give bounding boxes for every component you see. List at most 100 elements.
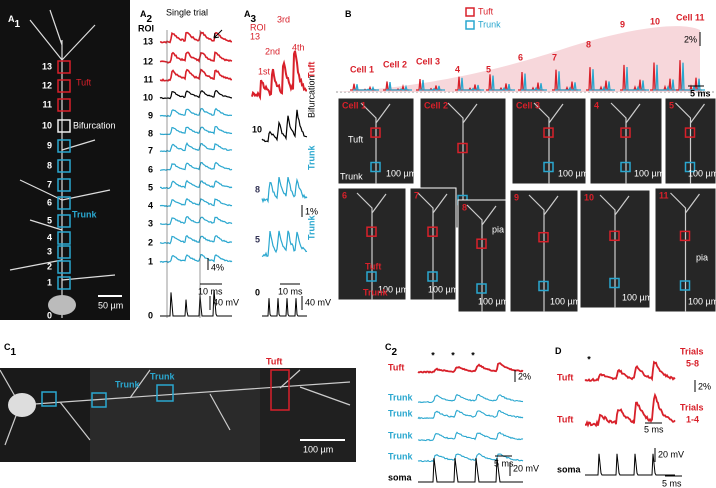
trace: [159, 142, 233, 153]
trace: [417, 393, 524, 404]
trace: [386, 82, 412, 91]
dendrite: [447, 102, 478, 228]
label: 5: [486, 64, 491, 74]
roi-box: [538, 231, 549, 243]
label: Cell 1: [342, 100, 366, 110]
panel-letter: A: [244, 9, 251, 19]
label: Trunk: [388, 408, 413, 418]
roi-box: [91, 392, 107, 408]
panel-label: D: [555, 346, 562, 356]
roi-box: [366, 271, 377, 282]
label: Trunk: [306, 145, 316, 170]
trace: [417, 362, 524, 374]
label: Trunk: [150, 371, 175, 381]
label: Trunk: [478, 19, 501, 29]
label: 5: [669, 100, 674, 110]
label: 4: [47, 232, 52, 242]
panel-label: C1: [4, 342, 17, 357]
label: Tuft: [348, 134, 364, 144]
roi-box: [270, 369, 290, 411]
label: 3: [148, 218, 153, 228]
trace: [159, 197, 233, 208]
soma: [8, 393, 36, 417]
panel-label: A2: [140, 9, 153, 24]
label: 100 µm: [622, 292, 652, 302]
label: 100 µm: [428, 284, 458, 294]
label: 11: [659, 190, 669, 200]
label: Tuft: [365, 261, 381, 271]
label: Trials: [680, 346, 704, 356]
roi-box: [609, 230, 620, 242]
label: Trunk: [363, 287, 388, 297]
roi-box: [156, 384, 174, 402]
label: 0: [255, 287, 260, 297]
label: 13: [143, 36, 153, 46]
trace: [417, 409, 524, 420]
label: 2%: [518, 371, 531, 381]
trace: [653, 64, 679, 91]
roi-box: [57, 231, 71, 245]
label: 5: [148, 182, 153, 192]
panel-label: A1: [8, 14, 21, 29]
label: 5 ms: [494, 458, 514, 468]
label: 13: [42, 61, 52, 71]
trace: [159, 161, 233, 171]
dendrite: [356, 192, 387, 300]
panel-letter: B: [345, 9, 352, 19]
soma: [48, 295, 76, 315]
label: 1st: [258, 66, 271, 76]
trace: [159, 253, 233, 264]
panel-label: B: [345, 9, 352, 19]
label: 8: [148, 128, 153, 138]
label: Tuft: [306, 62, 316, 78]
label: 10: [650, 16, 660, 26]
label: Bifurcation: [306, 75, 316, 118]
label: 3: [47, 246, 52, 256]
label: 9: [514, 192, 519, 202]
label: 4: [455, 64, 460, 74]
label: 1%: [305, 206, 318, 216]
trace: [623, 66, 649, 91]
label: Tuft: [478, 6, 494, 16]
label: 5-8: [686, 358, 699, 368]
label: ROI: [250, 22, 266, 32]
roi-box: [57, 214, 71, 228]
roi-box: [366, 226, 377, 237]
label: 40 mV: [213, 297, 239, 307]
label: 10: [143, 92, 153, 102]
label: 2: [148, 237, 153, 247]
label: 10 ms: [278, 286, 303, 296]
trace: [417, 431, 524, 442]
trace: [418, 458, 523, 483]
trace: [159, 31, 233, 44]
label: 100 µm: [386, 168, 416, 178]
label: 13: [250, 31, 260, 41]
trace: [261, 230, 308, 258]
dendrite: [670, 192, 700, 312]
panel-letter: A: [140, 9, 147, 19]
label: *: [587, 354, 591, 364]
label: 12: [42, 80, 52, 90]
roi-box: [476, 283, 487, 294]
roi-box: [457, 142, 468, 154]
roi-box: [57, 60, 71, 74]
label: Cell 3: [416, 56, 440, 66]
label: Tuft: [557, 372, 573, 382]
label: 8: [586, 39, 591, 49]
label: 10 ms: [198, 286, 223, 296]
roi-box: [57, 178, 71, 192]
roi-box: [543, 127, 554, 138]
roi-box: [679, 280, 691, 291]
label: 3rd: [277, 14, 290, 24]
trace: [419, 79, 445, 91]
roi-box: [57, 276, 71, 290]
trace: [458, 77, 484, 91]
panel-letter: C: [385, 342, 392, 352]
trace: [159, 125, 233, 136]
label: soma: [388, 472, 413, 482]
label: Trunk: [388, 430, 413, 440]
roi-box: [543, 161, 554, 173]
trace: [159, 68, 233, 82]
legend-swatch: [465, 20, 475, 30]
label: 7: [148, 145, 153, 155]
